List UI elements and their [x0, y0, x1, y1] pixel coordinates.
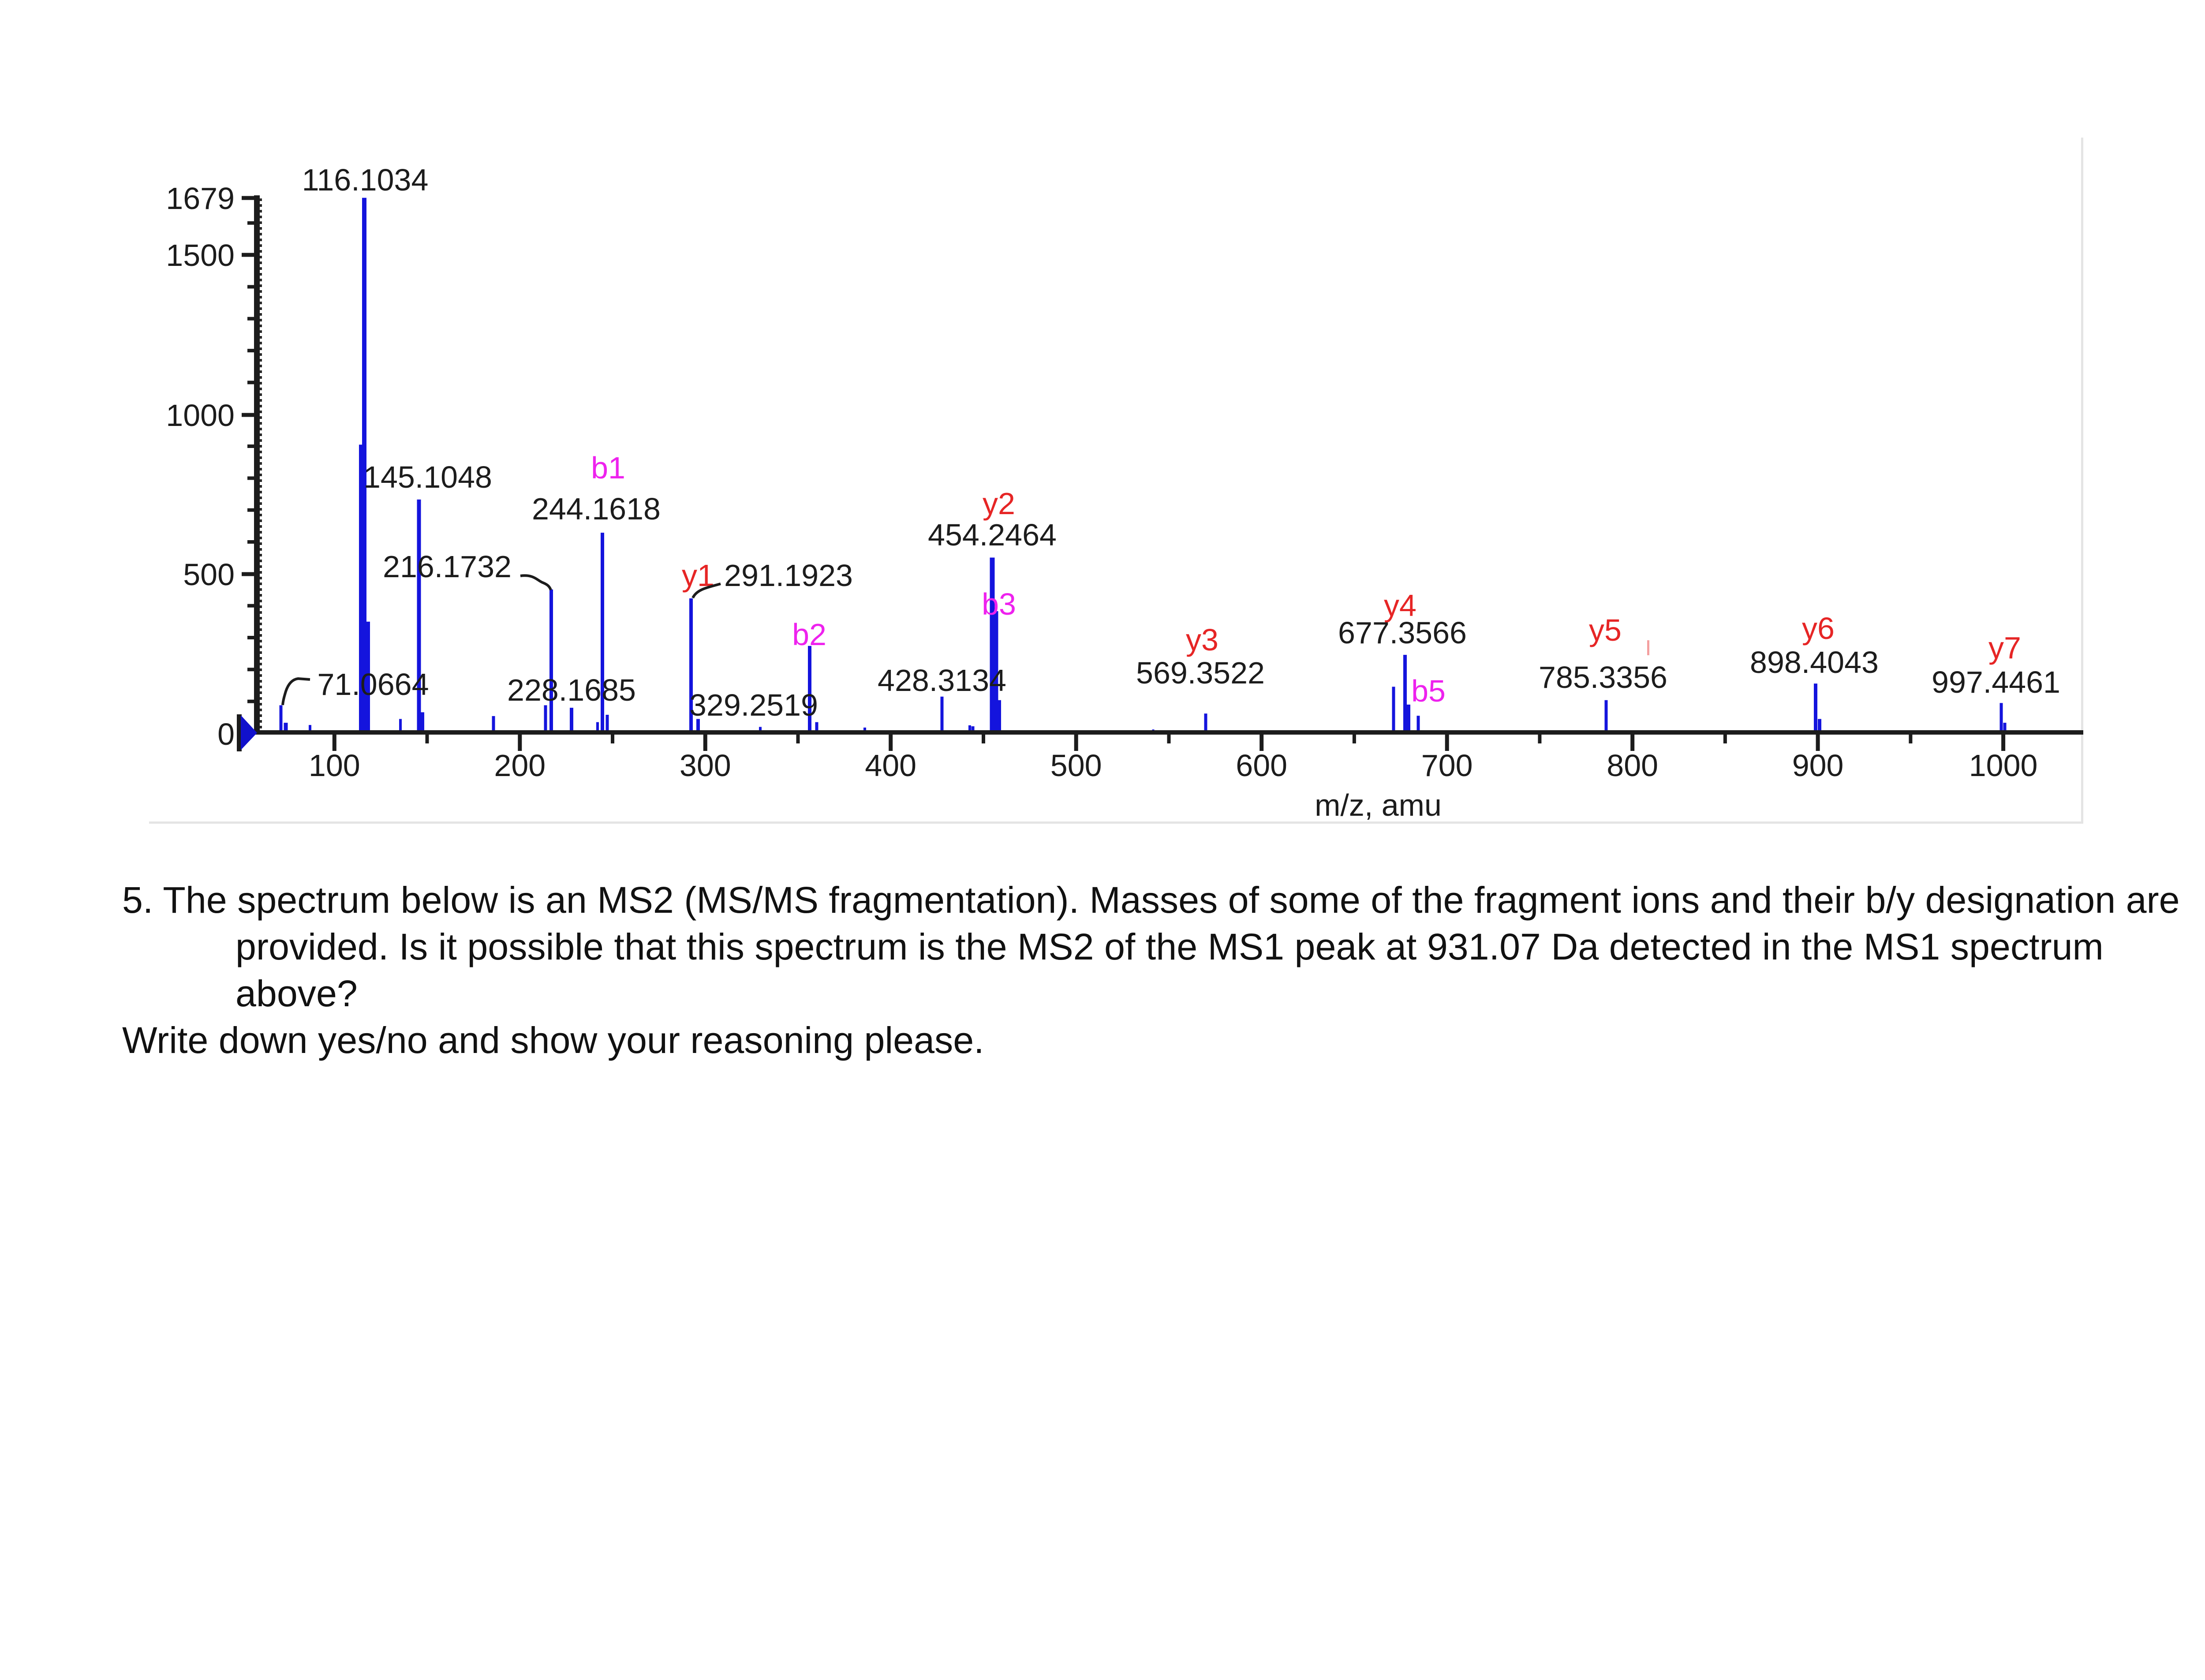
svg-text:200: 200	[494, 748, 546, 783]
svg-text:1000: 1000	[166, 398, 235, 433]
svg-text:500: 500	[183, 557, 235, 592]
svg-text:100: 100	[309, 748, 360, 783]
svg-text:700: 700	[1421, 748, 1473, 783]
svg-text:m/z, amu: m/z, amu	[1315, 788, 1442, 822]
svg-text:5. The spectrum below is an MS: 5. The spectrum below is an MS2 (MS/MS f…	[122, 879, 2180, 921]
svg-text:997.4461: 997.4461	[1932, 665, 2060, 699]
svg-text:Write down yes/no and show you: Write down yes/no and show your reasonin…	[122, 1019, 984, 1061]
svg-text:800: 800	[1607, 748, 1658, 783]
svg-text:provided. Is it possible that: provided. Is it possible that this spect…	[235, 926, 2104, 967]
svg-text:600: 600	[1236, 748, 1287, 783]
svg-text:b2: b2	[792, 617, 826, 652]
svg-text:400: 400	[865, 748, 916, 783]
svg-text:898.4043: 898.4043	[1750, 645, 1879, 679]
svg-text:291.1923: 291.1923	[724, 558, 853, 593]
svg-text:y3: y3	[1186, 623, 1218, 657]
svg-text:above?: above?	[235, 973, 358, 1014]
svg-text:0: 0	[217, 717, 235, 751]
svg-text:y4: y4	[1384, 588, 1416, 623]
svg-text:500: 500	[1050, 748, 1102, 783]
svg-text:116.1034: 116.1034	[302, 163, 429, 197]
svg-text:785.3356: 785.3356	[1539, 660, 1667, 694]
svg-text:1679: 1679	[166, 181, 235, 216]
svg-text:900: 900	[1792, 748, 1844, 783]
svg-text:216.1732: 216.1732	[383, 549, 512, 584]
svg-text:b3: b3	[982, 587, 1016, 621]
svg-text:71.0664: 71.0664	[317, 667, 429, 702]
svg-text:329.2519: 329.2519	[689, 688, 818, 722]
svg-text:428.3134: 428.3134	[878, 663, 1006, 698]
svg-text:y6: y6	[1802, 611, 1835, 646]
svg-text:y5: y5	[1589, 613, 1622, 647]
svg-text:569.3522: 569.3522	[1136, 656, 1265, 690]
svg-text:145.1048: 145.1048	[363, 460, 492, 494]
svg-text:228.1685: 228.1685	[507, 673, 636, 707]
svg-text:300: 300	[680, 748, 731, 783]
svg-text:y7: y7	[1988, 631, 2021, 665]
svg-text:677.3566: 677.3566	[1338, 616, 1467, 650]
svg-text:b5: b5	[1411, 674, 1446, 708]
svg-text:1500: 1500	[166, 238, 235, 273]
svg-text:y2: y2	[983, 486, 1015, 521]
svg-text:244.1618: 244.1618	[532, 492, 661, 526]
svg-text:1000: 1000	[1969, 748, 2038, 783]
svg-text:b1: b1	[591, 451, 625, 485]
svg-text:454.2464: 454.2464	[928, 518, 1057, 552]
